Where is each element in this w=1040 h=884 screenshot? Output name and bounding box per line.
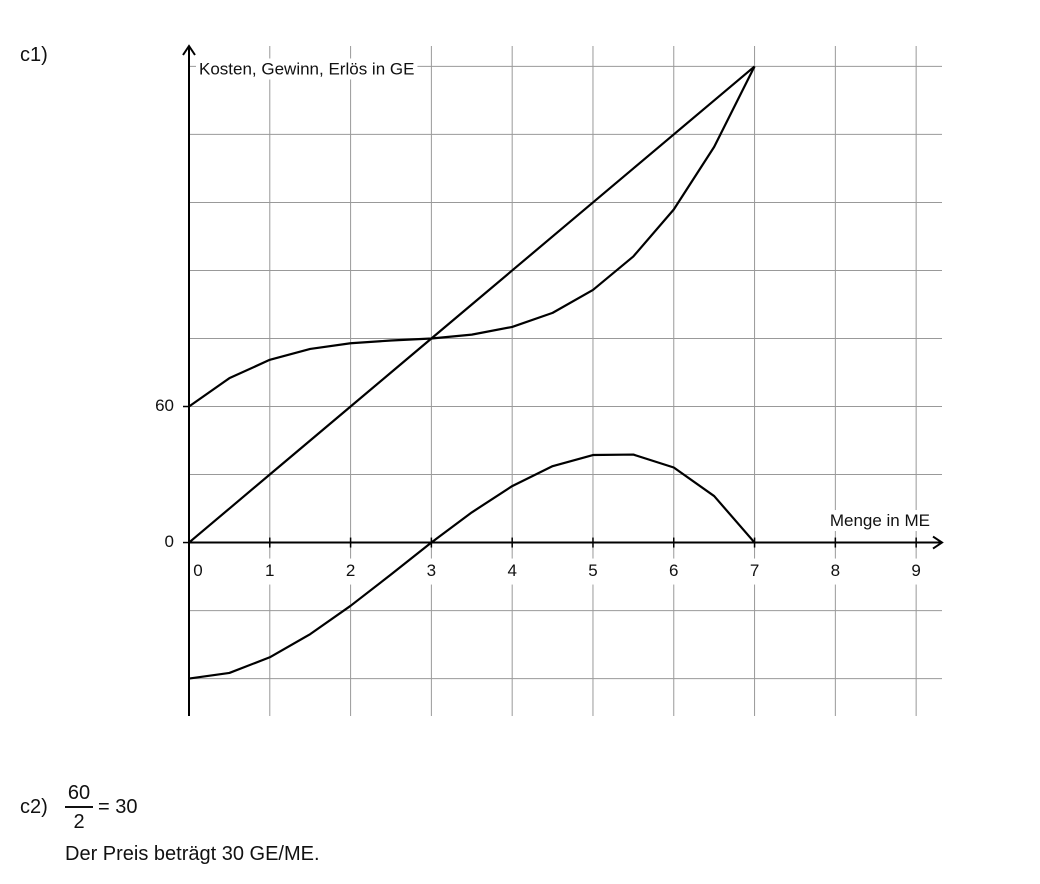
curve — [188, 65, 756, 408]
tick-label-bg — [190, 558, 206, 585]
x-tick-label: 3 — [427, 561, 436, 580]
denominator: 2 — [73, 811, 85, 833]
tick-label-bg — [504, 558, 521, 585]
x-tick-label: 1 — [265, 561, 274, 580]
tick-label-bg — [746, 558, 763, 585]
x-tick-label: 0 — [193, 561, 202, 580]
sentence: Der Preis beträgt 30 GE/ME. — [65, 843, 320, 865]
tick-label-bg — [584, 558, 601, 585]
x-tick-label: 6 — [669, 561, 678, 580]
part-label: c2) — [20, 796, 48, 818]
x-tick-label: 4 — [507, 561, 516, 580]
y-axis-title: Kosten, Gewinn, Erlös in GE — [199, 59, 414, 78]
chart: 0 1 2 3 4 5 6 7 8 9 0 60 Kosten, Gewinn, Erlös in GE… — [155, 44, 944, 716]
axis-title-bg — [826, 510, 933, 532]
x-axis-arrow — [932, 535, 944, 550]
x-tick-label: 5 — [588, 561, 597, 580]
x-tick-label: 8 — [831, 561, 840, 580]
axis-title-bg — [196, 58, 418, 80]
result: = 30 — [98, 796, 138, 818]
part-label: c1) — [20, 44, 48, 66]
tick-label-bg — [665, 558, 682, 585]
x-tick-label: 7 — [750, 561, 759, 580]
tick-label-bg — [827, 558, 844, 585]
x-tick-label: 2 — [346, 561, 355, 580]
tick-label-bg — [261, 558, 278, 585]
x-tick-label: 9 — [911, 561, 920, 580]
y-axis-arrow — [182, 44, 196, 56]
curve — [188, 453, 756, 680]
curve — [188, 65, 756, 544]
tick-label-bg — [342, 558, 359, 585]
x-axis-title: Menge in ME — [830, 511, 930, 530]
numerator: 60 — [67, 782, 91, 804]
tick-label-bg — [908, 558, 925, 585]
y-tick-label: 0 — [165, 532, 174, 551]
y-tick-label: 60 — [155, 396, 174, 415]
tick-label-bg — [423, 558, 440, 585]
fraction-bar — [65, 806, 93, 808]
